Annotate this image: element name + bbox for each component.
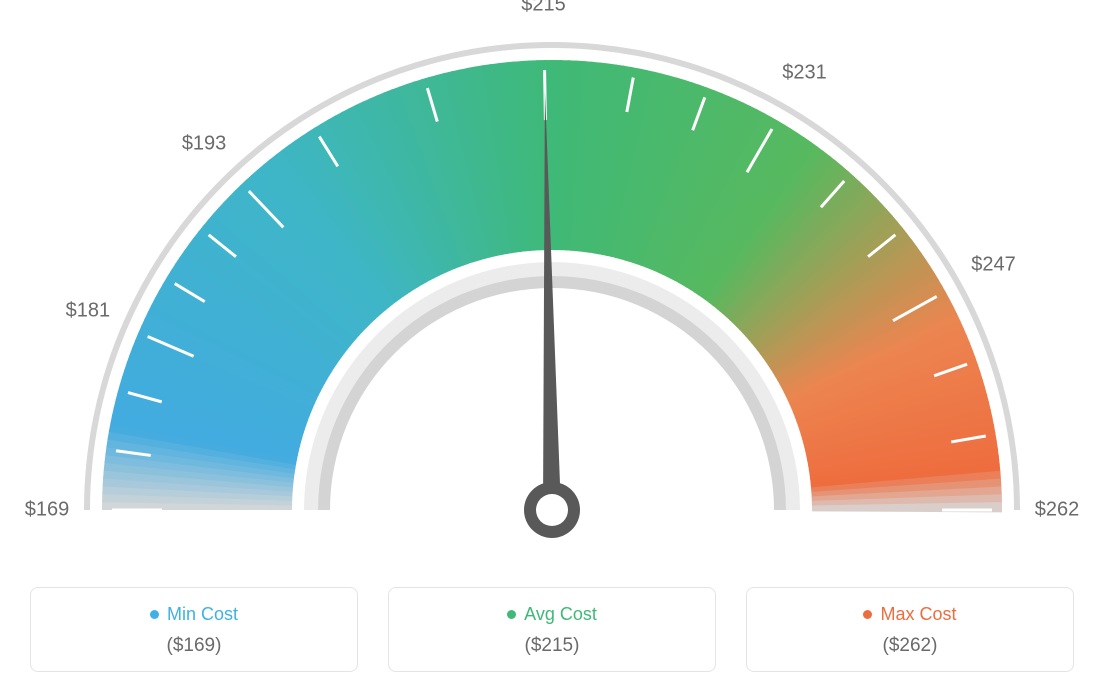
legend-title-min: Min Cost xyxy=(150,604,238,625)
legend-title-avg: Avg Cost xyxy=(507,604,597,625)
tick-label: $181 xyxy=(66,299,111,322)
legend-title-max: Max Cost xyxy=(863,604,956,625)
legend-label-min: Min Cost xyxy=(167,604,238,625)
legend-card-min: Min Cost ($169) xyxy=(30,587,358,672)
legend-value-max: ($262) xyxy=(755,635,1065,657)
tick-label: $247 xyxy=(971,253,1016,276)
tick-label: $215 xyxy=(521,0,566,17)
legend-value-min: ($169) xyxy=(39,635,349,657)
legend-label-max: Max Cost xyxy=(880,604,956,625)
tick-label: $231 xyxy=(782,61,827,84)
legend-dot-min xyxy=(150,610,159,619)
gauge-svg xyxy=(0,0,1104,560)
needle-hub-inner xyxy=(536,494,568,526)
legend-dot-avg xyxy=(507,610,516,619)
legend-row: Min Cost ($169) Avg Cost ($215) Max Cost… xyxy=(0,587,1104,672)
tick-label: $193 xyxy=(182,132,227,155)
legend-value-avg: ($215) xyxy=(397,635,707,657)
legend-card-avg: Avg Cost ($215) xyxy=(388,587,716,672)
legend-label-avg: Avg Cost xyxy=(524,604,597,625)
tick-label: $262 xyxy=(1035,499,1080,522)
legend-dot-max xyxy=(863,610,872,619)
tick-label: $169 xyxy=(25,499,70,522)
gauge-area: $169 $181 $193 $215 $231 $247 $262 xyxy=(0,0,1104,560)
legend-card-max: Max Cost ($262) xyxy=(746,587,1074,672)
cost-gauge-chart: $169 $181 $193 $215 $231 $247 $262 Min Cost ($… xyxy=(0,0,1104,690)
